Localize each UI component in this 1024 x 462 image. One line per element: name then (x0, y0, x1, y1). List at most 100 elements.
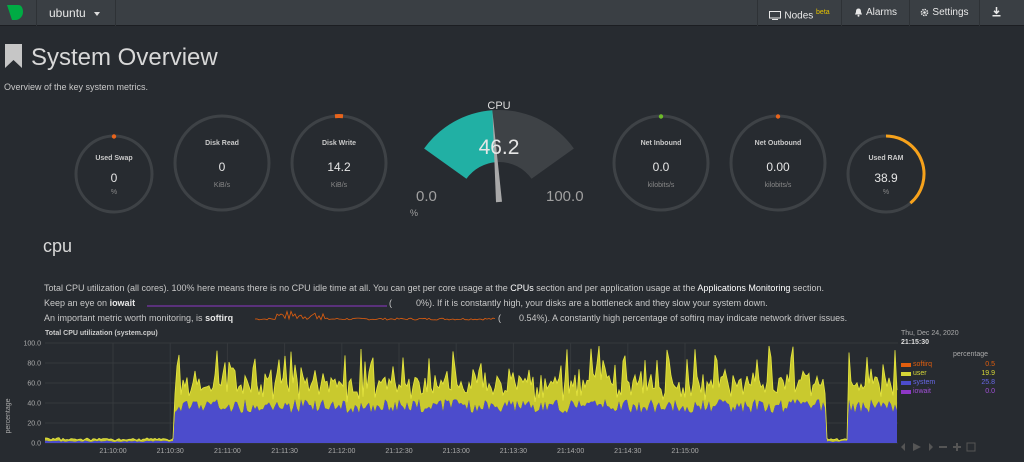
net-inbound-gauge[interactable]: Net Inbound 0.0 kilobits/s (612, 114, 710, 212)
download-button[interactable] (979, 0, 1015, 26)
desc-text: section and per application usage at the (533, 283, 698, 293)
legend-series-value: 25.8 (981, 379, 995, 386)
desc-text: Keep an eye on (44, 298, 110, 308)
cpu-area-chart[interactable]: 100.0 80.0 60.0 40.0 20.0 0.0 21:10:00 21:10:3… (0, 336, 900, 462)
cpu-gauge[interactable]: CPU 46.2 0.0 100.0 % (404, 100, 594, 220)
disk-write-label: Disk Write (321, 140, 357, 147)
cpu-description-line2: Keep an eye on iowait (44, 298, 135, 308)
legend-swatch (901, 390, 911, 394)
x-tick-label: 21:14:30 (614, 448, 641, 455)
legend-date: Thu, Dec 24, 2020 (901, 330, 959, 337)
legend-swatch (901, 372, 911, 376)
desc-text: Total CPU utilization (all cores). 100% … (44, 283, 511, 293)
nodes-label: Nodes (784, 10, 814, 22)
x-tick-label: 21:11:00 (214, 448, 241, 455)
zoom-out-icon[interactable] (939, 446, 947, 448)
resize-icon[interactable] (966, 442, 976, 452)
used-swap-label: Used Swap (95, 155, 133, 162)
cpu-gauge-max: 100.0 (546, 188, 584, 205)
y-tick-label: 40.0 (27, 401, 41, 408)
net-inbound-ring (612, 114, 710, 212)
cpu-description-line1: Total CPU utilization (all cores). 100% … (44, 283, 824, 293)
pan-right-icon[interactable] (929, 443, 933, 451)
cpus-link[interactable]: CPUs (510, 283, 534, 293)
legend-item-softirq[interactable]: softirq 0.5 (901, 361, 995, 370)
legend-swatch (901, 363, 911, 367)
used-ram-value: 38.9 (874, 171, 898, 185)
legend-series-name: iowait (913, 388, 931, 395)
section-heading: cpu (43, 236, 73, 256)
legend-item-user[interactable]: user 19.9 (901, 370, 995, 379)
monitor-icon (769, 11, 782, 21)
legend-series-name: softirq (913, 361, 933, 368)
series-user-area (45, 346, 897, 442)
disk-read-gauge[interactable]: Disk Read 0 KiB/s (173, 114, 271, 212)
disk-read-label: Disk Read (205, 140, 239, 147)
applications-monitoring-link[interactable]: Applications Monitoring (697, 283, 791, 293)
net-outbound-gauge[interactable]: Net Outbound 0.00 kilobits/s (729, 114, 827, 212)
net-outbound-value: 0.00 (766, 160, 790, 174)
cpu-gauge-fill (424, 110, 497, 179)
used-ram-unit: % (882, 189, 890, 196)
iowait-value: 0% (416, 298, 430, 308)
used-swap-ring (74, 134, 154, 214)
bell-icon (854, 8, 862, 17)
used-ram-gauge[interactable]: Used RAM 38.9 % (846, 134, 926, 214)
x-axis-ticks: 21:10:00 21:10:30 21:11:00 21:11:30 21:12:00… (99, 448, 698, 455)
page-title: System Overview (31, 44, 218, 71)
used-swap-unit: % (110, 189, 118, 196)
nodes-button[interactable]: Nodes beta (757, 0, 841, 26)
x-tick-label: 21:13:30 (500, 448, 527, 455)
disk-write-gauge[interactable]: Disk Write 14.2 KiB/s (290, 114, 388, 212)
cpu-gauge-label: CPU (487, 100, 511, 112)
y-tick-label: 80.0 (27, 361, 41, 368)
legend-item-iowait[interactable]: iowait 0.0 (901, 388, 995, 397)
used-swap-value: 0 (110, 171, 118, 185)
x-tick-label: 21:12:00 (328, 448, 355, 455)
x-tick-label: 21:15:00 (671, 448, 698, 455)
legend-series-value: 0.5 (985, 361, 995, 368)
softirq-sparkline (255, 310, 495, 321)
play-icon[interactable] (913, 443, 921, 451)
y-tick-label: 100.0 (23, 341, 41, 348)
chart-title: Total CPU utilization (system.cpu) (45, 330, 158, 337)
x-tick-label: 21:11:30 (271, 448, 298, 455)
used-swap-gauge[interactable]: Used Swap 0 % (74, 134, 154, 214)
legend-series-value: 19.9 (981, 370, 995, 377)
legend-time: 21:15:30 (901, 339, 930, 346)
used-ram-ring (846, 134, 926, 214)
page-subtitle: Overview of the key system metrics. (4, 82, 149, 92)
y-tick-label: 20.0 (27, 421, 41, 428)
x-tick-label: 21:12:30 (385, 448, 412, 455)
legend-series-name: user (913, 370, 927, 377)
x-tick-label: 21:10:30 (157, 448, 184, 455)
pan-left-icon[interactable] (901, 443, 905, 451)
x-tick-label: 21:13:00 (443, 448, 470, 455)
disk-write-value: 14.2 (327, 160, 351, 174)
chart-toolbox[interactable] (901, 442, 1019, 452)
alarms-button[interactable]: Alarms (841, 0, 909, 26)
disk-write-ring (290, 114, 388, 212)
y-tick-label: 0.0 (31, 441, 41, 448)
download-icon (992, 7, 1000, 17)
desc-text: section. (790, 283, 824, 293)
cpu-gauge-value: 46.2 (478, 136, 520, 159)
legend-series-value: 0.0 (985, 388, 995, 395)
softirq-term: softirq (205, 313, 234, 323)
net-outbound-label: Net Outbound (754, 140, 802, 147)
host-selector[interactable]: ubuntu (36, 0, 116, 26)
cpu-gauge-min: 0.0 (416, 188, 437, 205)
cpu-gauge-dial (424, 110, 574, 203)
legend-item-system[interactable]: system 25.8 (901, 379, 995, 388)
legend-unit: percentage (953, 351, 989, 358)
nodes-beta-badge: beta (816, 9, 830, 16)
netdata-logo-icon[interactable] (6, 4, 24, 21)
legend-series-name: system (913, 379, 936, 386)
disk-read-ring (173, 114, 271, 212)
disk-read-unit: KiB/s (213, 182, 231, 189)
net-outbound-unit: kilobits/s (764, 182, 792, 189)
settings-button[interactable]: Settings (909, 0, 979, 26)
softirq-value: 0.54% (519, 313, 545, 323)
net-inbound-label: Net Inbound (640, 140, 682, 147)
desc-text: An important metric worth monitoring, is (44, 313, 206, 323)
